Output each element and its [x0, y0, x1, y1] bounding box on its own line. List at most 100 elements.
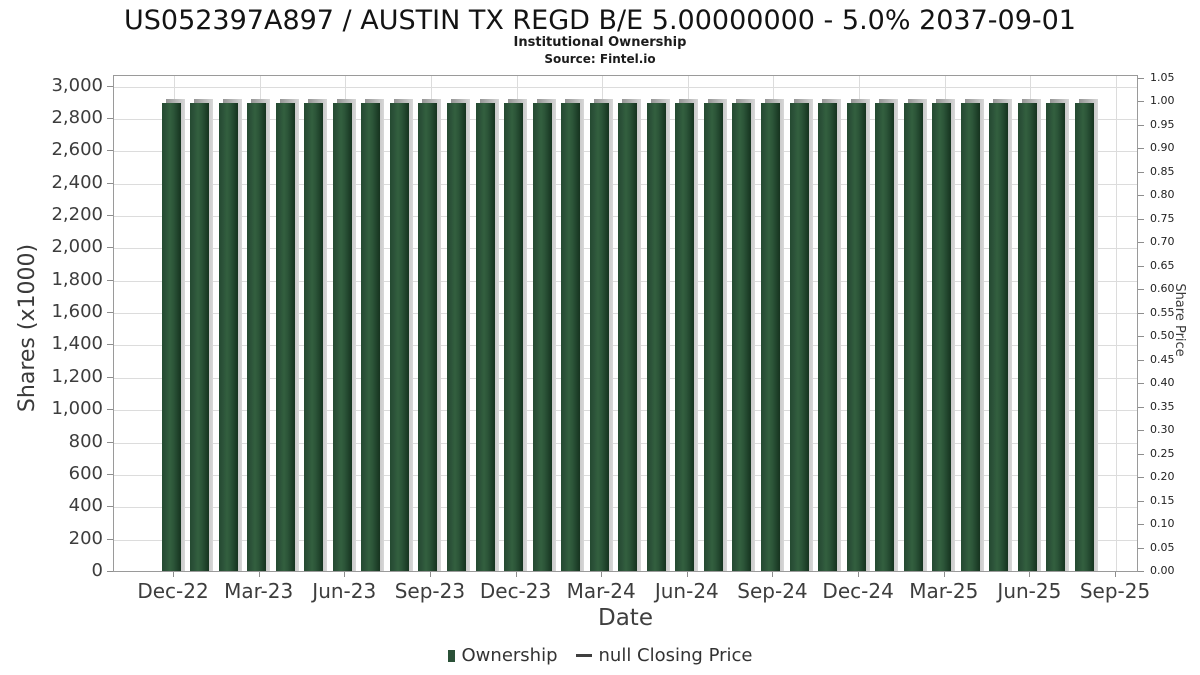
left-axis-tick: [107, 506, 113, 508]
ownership-bar: [589, 102, 609, 571]
x-axis-tick-label: Mar-23: [224, 579, 294, 603]
x-axis-tick: [772, 572, 774, 577]
ownership-bar: [475, 102, 495, 571]
right-axis-tick-label: 0.35: [1150, 399, 1175, 413]
left-axis-tick-label: 200: [68, 527, 103, 549]
plot-area: [113, 75, 1138, 572]
x-axis-tick-label: Dec-22: [137, 579, 209, 603]
x-axis-tick: [344, 572, 346, 577]
ownership-bar: [646, 102, 666, 571]
right-axis-tick: [1138, 336, 1144, 338]
right-axis-tick: [1138, 430, 1144, 432]
right-axis-tick: [1138, 406, 1144, 408]
legend-item: null Closing Price: [575, 645, 752, 666]
right-axis-tick: [1138, 477, 1144, 479]
left-axis-tick-label: 800: [68, 430, 103, 452]
ownership-bar: [875, 102, 895, 571]
ownership-bar: [703, 102, 723, 571]
right-axis-tick: [1138, 101, 1144, 103]
left-axis-tick-label: 1,200: [51, 365, 103, 387]
right-axis-tick: [1138, 500, 1144, 502]
x-axis-tick: [258, 572, 260, 577]
left-axis-tick-label: 2,000: [51, 236, 103, 258]
left-axis-tick-label: 1,400: [51, 333, 103, 355]
x-axis-tick-label: Jun-24: [654, 579, 719, 603]
left-axis-tick: [107, 182, 113, 184]
ownership-bar: [932, 102, 952, 571]
ownership-bar: [190, 102, 210, 571]
x-axis-tick: [1029, 572, 1031, 577]
right-axis-tick: [1138, 524, 1144, 526]
left-axis-tick: [107, 376, 113, 378]
right-axis-tick: [1138, 124, 1144, 126]
right-axis-tick: [1138, 453, 1144, 455]
right-axis-tick-label: 0.65: [1150, 258, 1175, 272]
left-axis-tick-label: 600: [68, 462, 103, 484]
right-axis-tick: [1138, 359, 1144, 361]
chart-subtitle: Institutional Ownership: [513, 35, 687, 50]
right-axis-tick: [1138, 265, 1144, 267]
right-axis-tick-label: 0.00: [1150, 564, 1175, 577]
right-axis-tick: [1138, 171, 1144, 173]
ownership-bar: [846, 102, 866, 571]
left-axis-tick-label: 0: [91, 560, 103, 581]
left-axis-tick: [107, 409, 113, 411]
right-axis-tick: [1138, 242, 1144, 244]
right-axis-tick-label: 0.15: [1150, 493, 1175, 507]
ownership-bar: [561, 102, 581, 571]
left-axis-tick-label: 1,800: [51, 268, 103, 290]
x-axis-tick-label: Sep-23: [394, 579, 466, 603]
right-axis-tick-label: 0.80: [1150, 188, 1175, 202]
ownership-bar: [618, 102, 638, 571]
left-axis-tick: [107, 344, 113, 346]
right-axis-tick-label: 0.20: [1150, 470, 1175, 484]
x-axis-title: Date: [598, 605, 653, 631]
right-axis-tick-label: 0.30: [1150, 423, 1175, 437]
right-axis-tick-label: 0.75: [1150, 211, 1175, 225]
x-axis-tick: [429, 572, 431, 577]
right-axis-tick-label: 0.85: [1150, 164, 1175, 178]
right-axis-tick-label: 0.60: [1150, 282, 1175, 296]
x-axis-tick-label: Sep-25: [1079, 579, 1151, 603]
left-axis-tick-label: 2,600: [51, 139, 103, 161]
ownership-bar: [818, 102, 838, 571]
ownership-bar: [304, 102, 324, 571]
x-axis-tick-label: Mar-24: [566, 579, 636, 603]
legend-label: Ownership: [461, 645, 558, 666]
left-axis-title: Shares (x1000): [15, 243, 40, 413]
right-axis-tick-label: 1.05: [1150, 71, 1175, 84]
right-axis-tick: [1138, 195, 1144, 197]
right-axis-tick: [1138, 78, 1144, 79]
right-axis-tick-label: 0.10: [1150, 517, 1175, 531]
ownership-bar: [903, 102, 923, 571]
legend: Ownership null Closing Price: [0, 645, 1200, 666]
left-axis-tick-label: 1,000: [51, 398, 103, 420]
ownership-bar: [361, 102, 381, 571]
right-axis-tick-label: 0.25: [1150, 446, 1175, 460]
left-axis-tick-label: 2,200: [51, 203, 103, 225]
x-axis-tick: [515, 572, 517, 577]
x-axis-tick-label: Sep-24: [737, 579, 808, 603]
right-axis-tick-label: 0.70: [1150, 235, 1175, 249]
left-axis-tick-label: 2,800: [51, 106, 103, 128]
left-axis-tick: [107, 279, 113, 281]
legend-dash-marker-icon: [575, 654, 592, 657]
right-axis-tick-label: 0.90: [1150, 141, 1175, 155]
left-axis-tick-label: 3,000: [51, 74, 103, 96]
ownership-bar: [1074, 102, 1094, 571]
right-axis-tick: [1138, 289, 1144, 291]
right-axis-tick-label: 0.95: [1150, 117, 1175, 131]
ownership-bar: [218, 102, 238, 571]
right-axis-tick: [1138, 547, 1144, 549]
ownership-bar: [247, 102, 267, 571]
right-axis-tick-label: 0.05: [1150, 540, 1175, 554]
right-axis-tick: [1138, 148, 1144, 150]
x-axis-tick: [1115, 572, 1117, 577]
ownership-bar: [1017, 102, 1037, 571]
right-axis-tick-label: 0.45: [1150, 352, 1175, 366]
left-axis-tick: [107, 312, 113, 314]
x-axis-tick-label: Dec-24: [822, 579, 894, 603]
right-axis-title: Share Price: [1172, 283, 1187, 357]
left-axis-tick: [107, 571, 113, 572]
